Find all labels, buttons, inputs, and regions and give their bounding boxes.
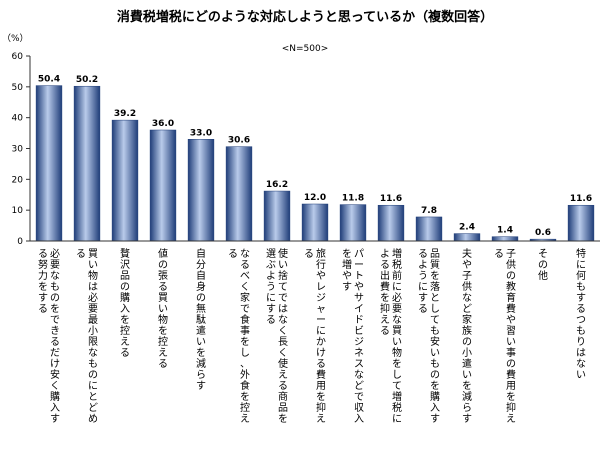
data-label: 36.0 (152, 119, 174, 129)
y-tick-label: 0 (17, 237, 23, 247)
bar (263, 190, 291, 242)
bar (377, 204, 405, 242)
data-label: 39.2 (114, 109, 136, 119)
bar (111, 119, 139, 242)
data-label: 30.6 (228, 136, 250, 146)
bar (301, 203, 329, 242)
category-label: 子供の教育費や習い事の費用を抑える (494, 248, 516, 425)
bar (339, 204, 367, 242)
data-label: 7.8 (421, 206, 437, 216)
y-tick-label: 20 (12, 175, 24, 185)
bar (187, 139, 215, 242)
bar (415, 216, 443, 242)
data-label: 2.4 (459, 223, 475, 233)
y-tick-label: 60 (12, 52, 24, 62)
y-tick-label: 50 (12, 83, 24, 93)
data-label: 11.6 (570, 194, 592, 204)
category-label: なるべく家で食事をし、外食を控える (228, 248, 250, 425)
data-label: 11.8 (342, 194, 364, 204)
data-label: 1.4 (497, 226, 513, 236)
category-label: 夫や子供など家族の小遣いを減らす (462, 248, 472, 425)
chart-title: 消費税増税にどのような対応しようと思っているか（複数回答） (117, 9, 493, 25)
data-label: 16.2 (266, 180, 288, 190)
y-axis-unit-label: （%） (2, 33, 29, 44)
data-label: 33.0 (190, 128, 212, 138)
data-label: 50.2 (76, 75, 98, 85)
category-label: 値の張る買い物を控える (158, 247, 168, 370)
category-label: 自分自身の無駄遣いを減らす (196, 247, 206, 392)
bar (35, 85, 63, 242)
bar (149, 129, 177, 242)
bar (567, 204, 595, 242)
data-label: 11.6 (380, 194, 402, 204)
category-label: 増税前に必要な買い物をして増税による出費を抑える (380, 247, 402, 425)
bar (491, 236, 519, 242)
category-label: 贅沢品の購入を控える (120, 248, 130, 359)
category-label: 使い捨てではなく長く使える商品を選ぶようにする (266, 247, 288, 425)
category-label: 必要なものをできるだけ安く購入する努力をする (38, 247, 60, 425)
category-label: 旅行やレジャーにかける費用を抑える (304, 247, 326, 425)
category-label: 特に何もするつもりはない (576, 248, 586, 381)
category-label: 買い物は必要最小限なものにとどめる (76, 248, 98, 425)
category-label: 品質を落としても安いものを購入するようにする (418, 248, 440, 425)
data-label: 12.0 (304, 193, 326, 203)
data-label: 0.6 (535, 228, 551, 238)
data-label: 50.4 (38, 75, 60, 85)
y-tick-label: 10 (12, 206, 24, 216)
y-tick-label: 30 (12, 145, 24, 155)
category-label: その他 (538, 248, 548, 282)
category-label: パートやサイドビジネスなどで収入を増やす (342, 248, 364, 425)
sample-size-note: <N=500> (282, 44, 329, 54)
bar (73, 85, 101, 242)
bar (225, 146, 253, 242)
y-tick-label: 40 (12, 114, 24, 124)
bar (453, 233, 481, 242)
